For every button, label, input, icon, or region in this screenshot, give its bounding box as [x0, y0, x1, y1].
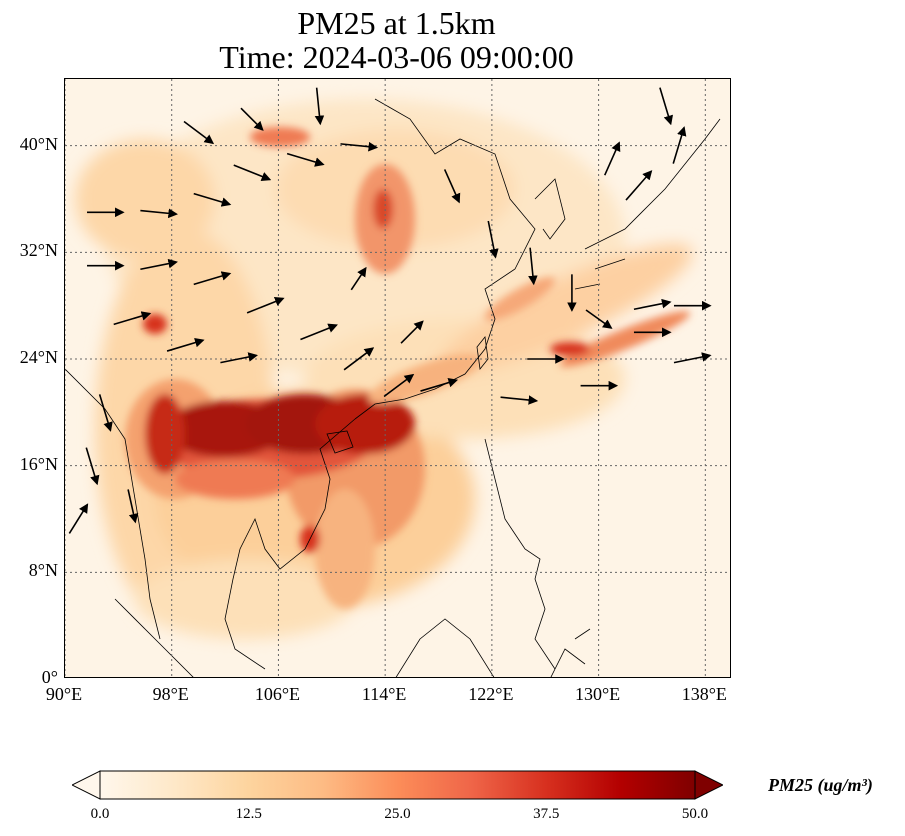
- colorbar-max-extend: [694, 770, 723, 800]
- lat-tick-label: 24°N: [19, 347, 58, 367]
- china-coastline: [354, 98, 536, 420]
- wind-arrow: [68, 503, 89, 534]
- wind-arrow: [140, 258, 178, 271]
- sumatra-coastline: [114, 598, 194, 677]
- lon-tick-label: 122°E: [468, 684, 514, 704]
- wind-arrow: [220, 352, 258, 364]
- wind-arrow: [193, 271, 232, 286]
- wind-arrow: [383, 373, 415, 398]
- lat-tick-label: 32°N: [19, 240, 58, 261]
- map-canvas: [65, 79, 730, 677]
- wind-arrow: [528, 247, 538, 286]
- map-timestamp: Time: 2024-03-06 09:00:00: [219, 39, 574, 75]
- taiwan-coastline: [476, 336, 489, 370]
- wind-vectors: [68, 87, 712, 534]
- wind-arrow: [633, 298, 672, 311]
- gridlines: [65, 79, 730, 677]
- lat-tick-label: 8°N: [28, 560, 58, 581]
- colorbar-tick-label: 37.5: [533, 806, 560, 822]
- bay-of-bengal-coastline: [65, 368, 161, 640]
- lon-tick-label: 138°E: [681, 684, 727, 704]
- colorbar-tick-label: 25.0: [384, 806, 411, 822]
- wind-arrow: [487, 220, 499, 259]
- wind-arrow: [604, 141, 621, 176]
- colorbar-tick-label: 0.0: [90, 806, 110, 822]
- colorbar-label: PM25 (ug/m³): [768, 775, 873, 795]
- colorbar-tick-label: 50.0: [681, 806, 709, 822]
- colorbar-tick-label: 12.5: [235, 806, 262, 822]
- wind-arrow: [286, 152, 325, 167]
- wind-arrow: [400, 320, 424, 344]
- indochina-coastline: [224, 418, 356, 670]
- wind-arrow: [183, 120, 215, 145]
- wind-arrow: [140, 208, 178, 219]
- borneo-coastline: [395, 618, 495, 677]
- pm25-hotspots: [125, 127, 691, 609]
- colorbar: [72, 770, 723, 800]
- lon-tick-label: 98°E: [152, 684, 189, 704]
- philippines-coastline: [484, 438, 556, 670]
- wind-arrow: [443, 169, 461, 204]
- lat-tick-label: 0°: [41, 667, 58, 687]
- wind-arrow: [98, 394, 113, 432]
- lon-tick-label: 114°E: [361, 684, 407, 704]
- wind-arrow: [240, 107, 264, 131]
- wind-arrow: [314, 87, 325, 126]
- wind-arrow: [673, 352, 712, 364]
- colorbar-body: [99, 770, 696, 800]
- wind-arrow: [113, 311, 152, 326]
- wind-arrow: [340, 141, 379, 152]
- wind-arrow: [500, 395, 539, 405]
- lat-tick-label: 16°N: [19, 453, 58, 474]
- wind-arrow: [659, 87, 673, 126]
- lon-tick-label: 106°E: [254, 684, 301, 704]
- wind-arrow: [233, 164, 272, 182]
- map-title: PM25 at 1.5km: [297, 5, 496, 41]
- wind-arrow: [672, 126, 687, 164]
- wind-arrow: [625, 170, 653, 201]
- wind-arrow: [246, 296, 285, 314]
- wind-arrow: [127, 489, 139, 524]
- wind-arrow: [300, 323, 338, 341]
- lon-tick-label: 90°E: [45, 684, 83, 704]
- wind-arrow: [85, 447, 100, 486]
- wind-arrow: [420, 377, 459, 392]
- wind-arrow: [343, 347, 375, 371]
- korea-coastline: [534, 178, 566, 240]
- wind-arrow: [166, 337, 205, 352]
- wind-arrow: [585, 309, 613, 329]
- pm25-field: [75, 99, 693, 639]
- wind-arrow: [350, 266, 367, 291]
- coastlines: [65, 98, 721, 677]
- japan-coastline: [574, 118, 721, 290]
- colorbar-min-extend: [72, 770, 101, 800]
- pm25-map: [64, 78, 731, 678]
- lon-tick-label: 130°E: [574, 684, 621, 704]
- lat-tick-label: 40°N: [19, 133, 58, 154]
- wind-arrow: [193, 192, 232, 207]
- sulawesi-coastline: [550, 628, 591, 677]
